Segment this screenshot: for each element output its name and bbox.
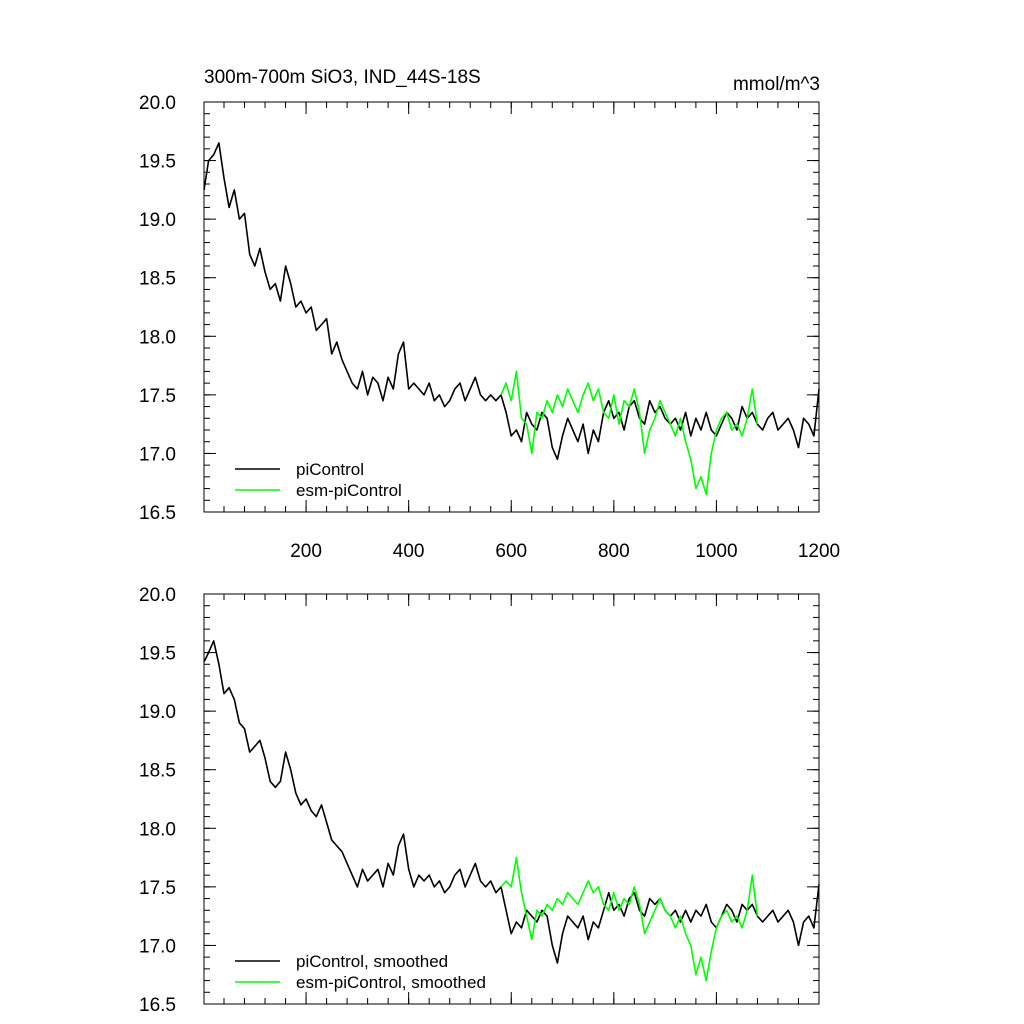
y-tick-label: 17.5 — [139, 386, 176, 407]
y-tick-label: 17.0 — [139, 936, 176, 957]
y-tick-label: 19.0 — [139, 210, 176, 231]
x-tick-label: 600 — [495, 541, 527, 562]
top-panel-frame — [203, 101, 820, 513]
series-line-esm-picontrol-smoothed — [500, 856, 759, 982]
x-tick-label: 400 — [393, 541, 425, 562]
y-tick-label: 18.5 — [139, 269, 176, 290]
x-tick-label: 1000 — [695, 541, 737, 562]
y-tick-label: 19.5 — [139, 152, 176, 173]
y-tick-label: 18.5 — [139, 761, 176, 782]
y-tick-label: 19.0 — [139, 702, 176, 723]
y-tick-label: 16.5 — [139, 995, 176, 1016]
top-panel-legend: piControl esm-piControl — [235, 460, 402, 500]
legend-label-picontrol-smoothed: piControl, smoothed — [296, 952, 448, 971]
y-tick-label: 19.5 — [139, 644, 176, 665]
y-tick-label: 18.0 — [139, 327, 176, 348]
legend-label-esm-picontrol: esm-piControl — [296, 481, 402, 500]
legend-label-picontrol: piControl — [296, 460, 364, 479]
y-tick-label: 17.5 — [139, 878, 176, 899]
x-tick-label: 800 — [598, 541, 630, 562]
top-panel-ticks: 16.5 17.0 17.5 18.0 18.5 19.0 19.5 20.0 200 400 60… — [139, 93, 840, 562]
x-tick-label: 1200 — [798, 541, 840, 562]
bottom-panel: 16.5 17.0 17.5 18.0 18.5 19.0 19.5 20.0 piContr… — [139, 585, 820, 1016]
units-label: mmol/m^3 — [733, 74, 820, 95]
bottom-panel-legend: piControl, smoothed esm-piControl, smoot… — [235, 952, 486, 992]
top-panel-series — [203, 142, 820, 496]
chart-title: 300m-700m SiO3, IND_44S-18S — [204, 67, 481, 88]
top-panel: 300m-700m SiO3, IND_44S-18S mmol/m^3 16.… — [139, 67, 840, 562]
legend-label-esm-picontrol-smoothed: esm-piControl, smoothed — [296, 973, 486, 992]
series-line-esm-picontrol — [500, 370, 759, 496]
bottom-panel-frame — [203, 593, 820, 1005]
x-tick-label: 200 — [290, 541, 322, 562]
y-tick-label: 18.0 — [139, 819, 176, 840]
y-tick-label: 20.0 — [139, 585, 176, 606]
series-line-picontrol-smoothed — [203, 640, 820, 964]
bottom-panel-ticks: 16.5 17.0 17.5 18.0 18.5 19.0 19.5 20.0 — [139, 585, 820, 1016]
y-tick-label: 20.0 — [139, 93, 176, 114]
series-line-picontrol — [203, 142, 820, 461]
y-tick-label: 17.0 — [139, 444, 176, 465]
y-tick-label: 16.5 — [139, 503, 176, 524]
bottom-panel-series — [203, 640, 820, 982]
